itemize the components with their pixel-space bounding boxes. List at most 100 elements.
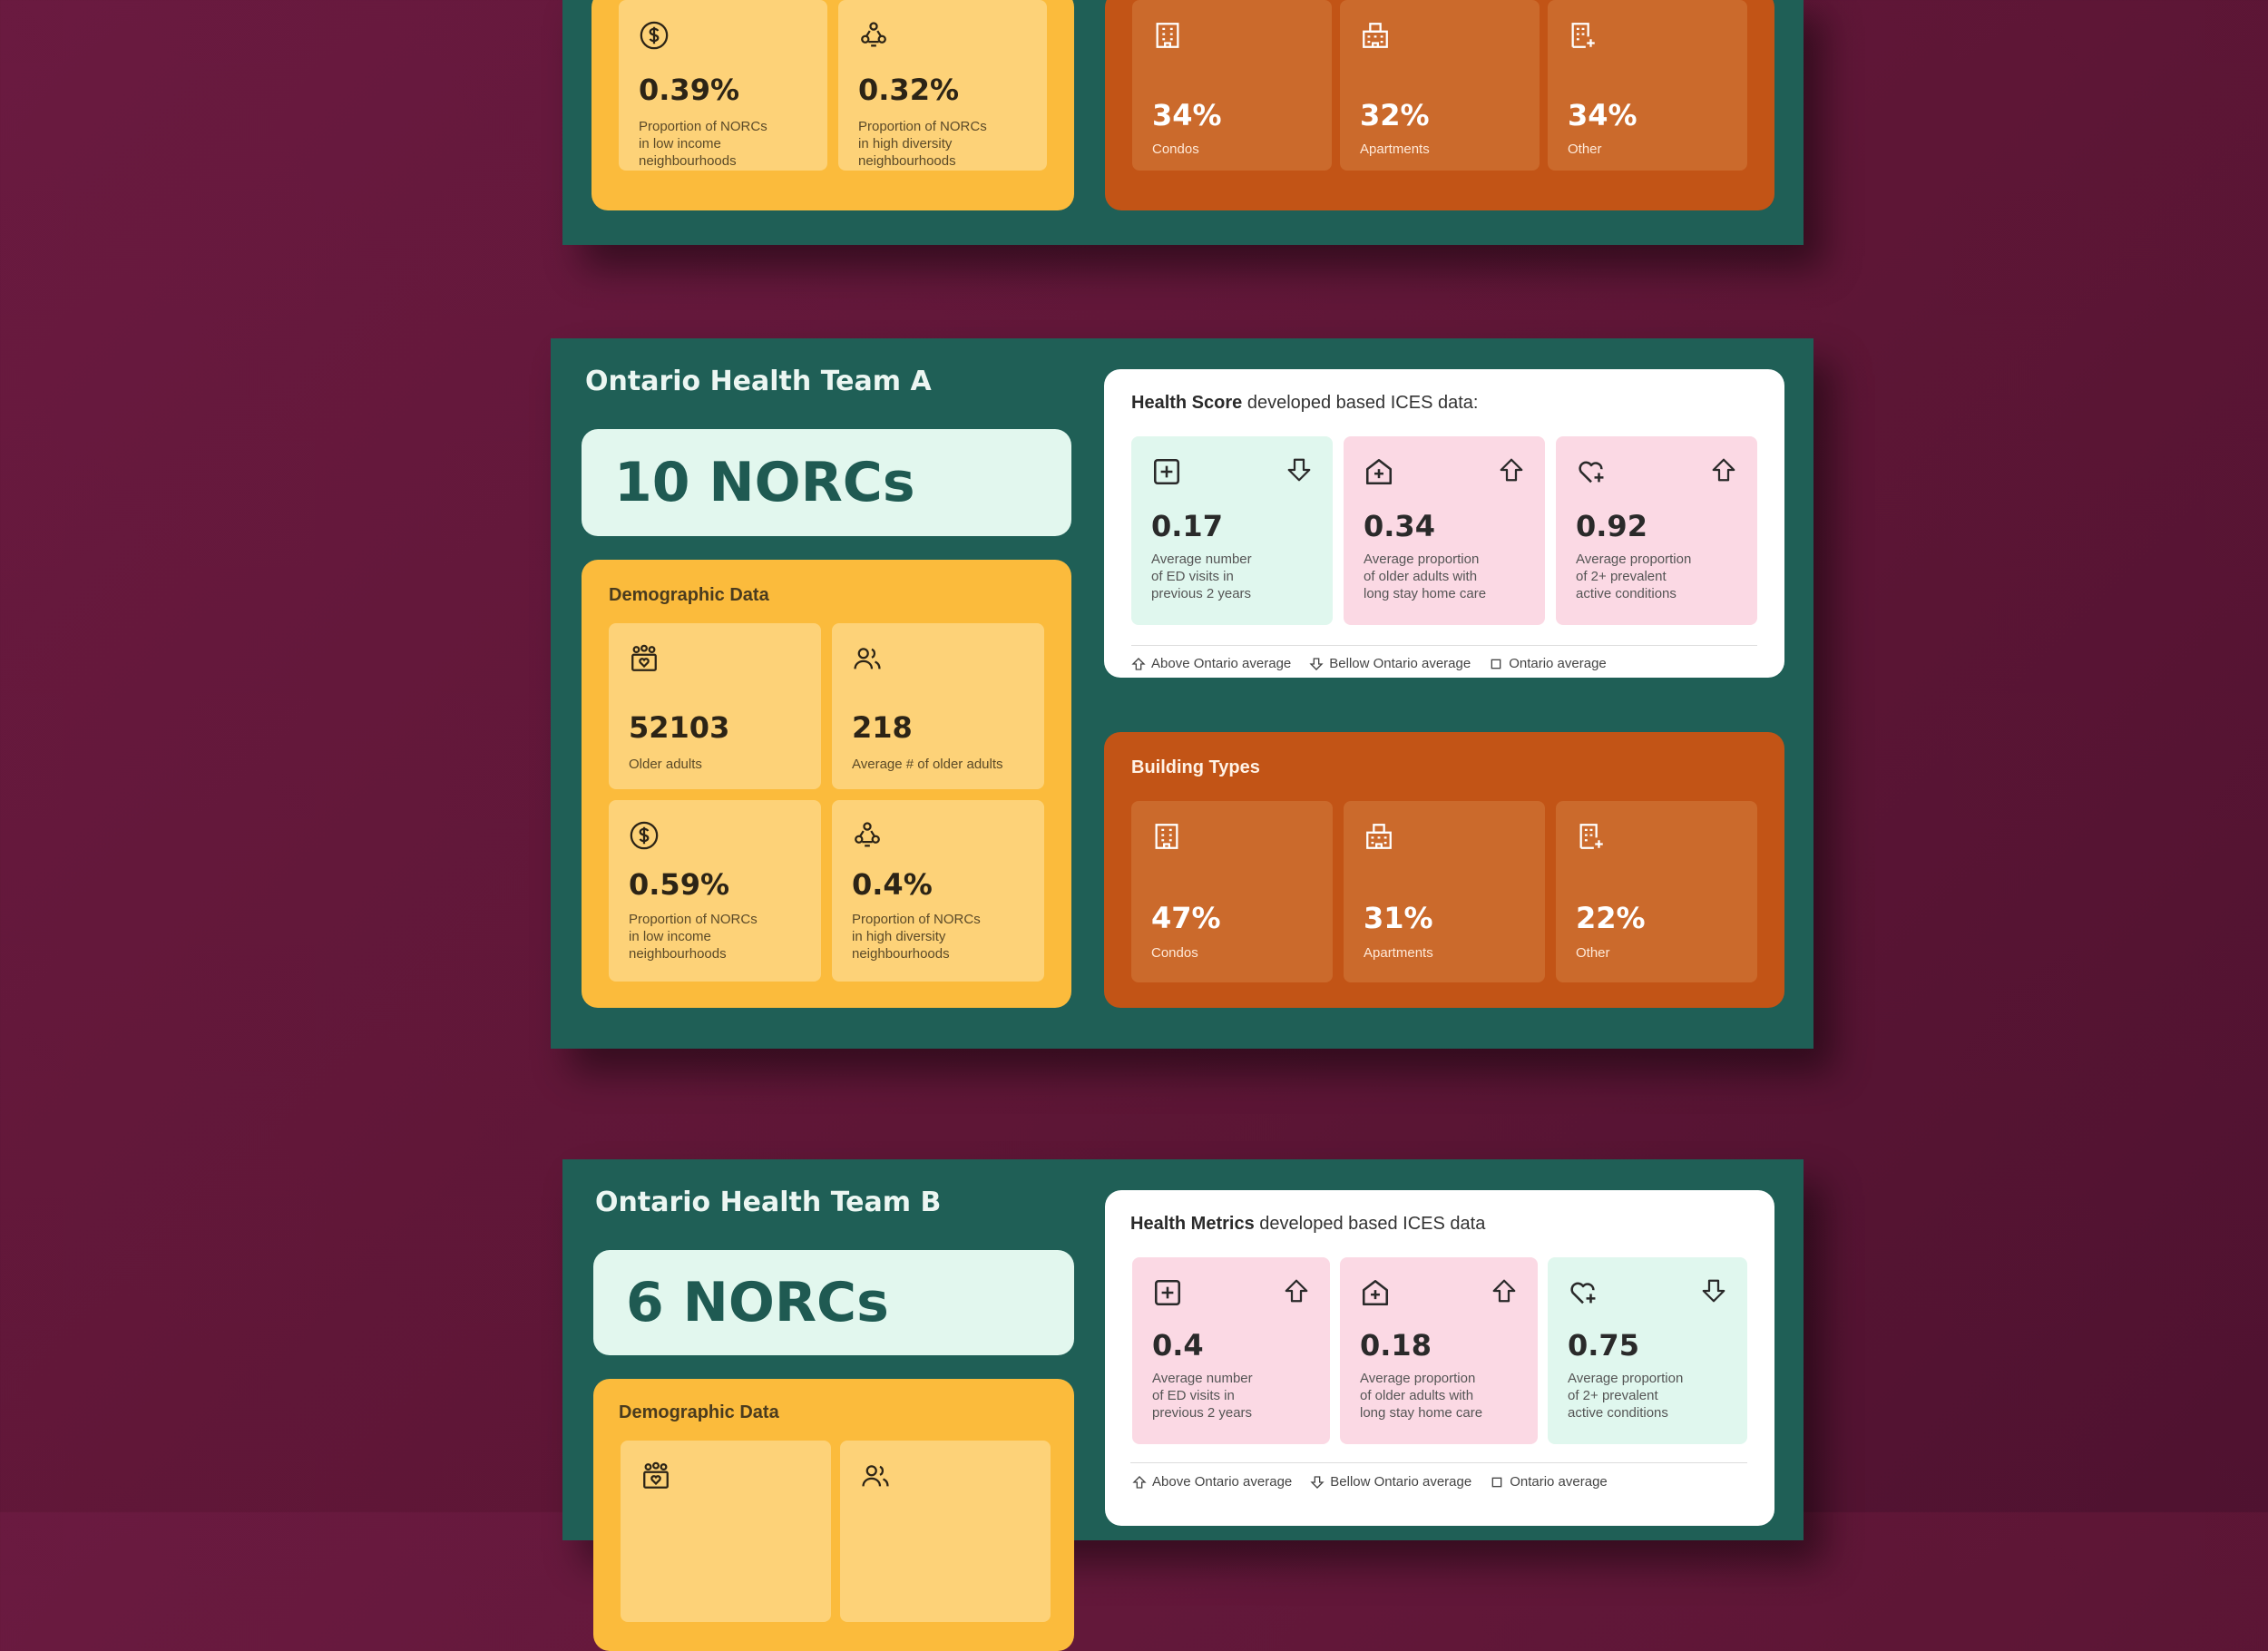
arrow-down-icon bbox=[1310, 1475, 1325, 1489]
panel-title-rest: developed based ICES data: bbox=[1242, 393, 1479, 413]
demographic-tile-average-older-adults bbox=[840, 1441, 1051, 1622]
legend-divider bbox=[1130, 1462, 1747, 1463]
arrow-up-icon bbox=[1131, 657, 1146, 670]
building-tile-condos: 47% Condos bbox=[1131, 801, 1333, 982]
health-tile-ed-visits: 0.4 Average number of ED visits in previ… bbox=[1132, 1257, 1330, 1444]
legend-average-label: Ontario average bbox=[1510, 1474, 1608, 1490]
tile-label: Proportion of NORCs in low income neighb… bbox=[629, 912, 758, 962]
panel-title: Demographic Data bbox=[609, 585, 769, 605]
health-metrics-panel: Health Metrics developed based ICES data… bbox=[1105, 1190, 1774, 1526]
tile-label: Proportion of NORCs in low income neighb… bbox=[639, 119, 767, 169]
building-tile-apartments: 31% Apartments bbox=[1344, 801, 1545, 982]
apartment-icon bbox=[1363, 23, 1388, 48]
panel-title: Demographic Data bbox=[619, 1402, 779, 1422]
dashboard-card-team-b: Ontario Health Team B 6 NORCs Demographi… bbox=[562, 1159, 1804, 1651]
arrow-up-icon bbox=[1132, 1475, 1147, 1489]
health-tile-home-care: 0.18 Average proportion of older adults … bbox=[1340, 1257, 1538, 1444]
tile-value: 0.17 bbox=[1151, 509, 1223, 543]
card-title: Ontario Health Team A bbox=[585, 366, 932, 397]
arrow-down-icon bbox=[1702, 1279, 1725, 1303]
demographic-panel: 0.39% Proportion of NORCs in low income … bbox=[591, 0, 1074, 210]
tile-label: Average number of ED visits in previous … bbox=[1151, 552, 1252, 601]
legend-average-label: Ontario average bbox=[1509, 656, 1607, 671]
dashboard-card-team-a: Ontario Health Team A 10 NORCs Demograph… bbox=[551, 338, 1813, 1049]
arrow-down-icon bbox=[1287, 458, 1311, 482]
demographic-tile-average-older-adults: 218 Average # of older adults bbox=[832, 623, 1044, 789]
tile-label: Average proportion of older adults with … bbox=[1364, 552, 1487, 601]
tile-value: 0.18 bbox=[1360, 1328, 1432, 1363]
tile-value: 0.4 bbox=[1152, 1328, 1204, 1363]
tile-label: Proportion of NORCs in high diversity ne… bbox=[858, 119, 987, 169]
legend-above: Above Ontario average bbox=[1132, 1474, 1292, 1490]
panel-title: Building Types bbox=[1131, 757, 1260, 777]
norcs-count: 6 NORCs bbox=[593, 1250, 1074, 1355]
tile-value: 34% bbox=[1568, 98, 1637, 132]
tile-label: Condos bbox=[1151, 945, 1198, 961]
arrow-up-icon bbox=[1712, 458, 1735, 482]
legend-average: Ontario average bbox=[1490, 1474, 1608, 1490]
tile-value: 52103 bbox=[629, 710, 730, 745]
health-tile-conditions: 0.75 Average proportion of 2+ prevalent … bbox=[1548, 1257, 1747, 1444]
demographic-tile-low-income: 0.39% Proportion of NORCs in low income … bbox=[619, 0, 827, 171]
tile-value: 0.34 bbox=[1364, 509, 1435, 543]
demographic-tile-older-adults: 52103 Older adults bbox=[609, 623, 821, 789]
tile-label: Average number of ED visits in previous … bbox=[1152, 1371, 1253, 1421]
tile-value: 32% bbox=[1360, 98, 1430, 132]
tile-label: Apartments bbox=[1360, 142, 1430, 157]
users-icon bbox=[854, 648, 881, 669]
tile-value: 31% bbox=[1364, 901, 1433, 935]
building-plus-icon bbox=[1579, 824, 1603, 849]
health-tile-ed-visits: 0.17 Average number of ED visits in prev… bbox=[1131, 436, 1333, 625]
diversity-icon bbox=[855, 822, 880, 847]
community-icon bbox=[643, 1461, 669, 1489]
norcs-count: 10 NORCs bbox=[582, 429, 1071, 536]
arrow-down-icon bbox=[1309, 657, 1324, 670]
tile-label: Average proportion of 2+ prevalent activ… bbox=[1576, 552, 1692, 601]
building-tile-apartments: 32% Apartments bbox=[1340, 0, 1540, 171]
tile-value: 218 bbox=[852, 710, 913, 745]
panel-title: Health Score developed based ICES data: bbox=[1131, 393, 1478, 414]
panel-title-bold: Health Metrics bbox=[1130, 1214, 1255, 1234]
building-tile-condos: 34% Condos bbox=[1132, 0, 1332, 171]
heart-plus-icon bbox=[1579, 461, 1604, 484]
legend-below-label: Bellow Ontario average bbox=[1330, 1474, 1472, 1490]
panel-title-bold: Health Score bbox=[1131, 393, 1243, 413]
demographic-tile-high-diversity: 0.4% Proportion of NORCs in high diversi… bbox=[832, 800, 1044, 982]
demographic-tile-older-adults bbox=[621, 1441, 831, 1622]
dollar-icon bbox=[640, 21, 669, 50]
tile-label: Older adults bbox=[629, 757, 702, 772]
arrow-up-icon bbox=[1492, 1279, 1516, 1303]
tile-label: Average proportion of 2+ prevalent activ… bbox=[1568, 1371, 1684, 1421]
arrow-up-icon bbox=[1285, 1279, 1308, 1303]
tile-label: Apartments bbox=[1364, 945, 1433, 961]
tile-value: 0.75 bbox=[1568, 1328, 1639, 1363]
tile-value: 0.92 bbox=[1576, 509, 1647, 543]
square-icon bbox=[1491, 1477, 1502, 1487]
tile-value: 22% bbox=[1576, 901, 1646, 935]
building-types-panel: Building Types 47% Condos 31% Apartments… bbox=[1104, 732, 1784, 1008]
tile-value: 0.39% bbox=[639, 73, 740, 107]
building-plus-icon bbox=[1571, 23, 1595, 48]
diversity-icon bbox=[861, 22, 886, 47]
legend-above-label: Above Ontario average bbox=[1152, 1474, 1293, 1490]
demographic-panel: Demographic Data bbox=[593, 1379, 1074, 1651]
health-tile-conditions: 0.92 Average proportion of 2+ prevalent … bbox=[1556, 436, 1757, 625]
tile-value: 0.59% bbox=[629, 867, 730, 902]
legend-above-label: Above Ontario average bbox=[1151, 656, 1292, 671]
legend: Above Ontario average Bellow Ontario ave… bbox=[1132, 1474, 1620, 1490]
health-score-panel: Health Score developed based ICES data: … bbox=[1104, 369, 1784, 678]
users-icon bbox=[862, 1465, 889, 1487]
legend-below: Bellow Ontario average bbox=[1309, 656, 1471, 671]
legend-average: Ontario average bbox=[1489, 656, 1607, 671]
dollar-icon bbox=[630, 821, 659, 850]
tile-label: Average proportion of older adults with … bbox=[1360, 1371, 1483, 1421]
tile-value: 34% bbox=[1152, 98, 1222, 132]
home-care-icon bbox=[1365, 458, 1393, 485]
demographic-tile-low-income: 0.59% Proportion of NORCs in low income … bbox=[609, 800, 821, 982]
tile-value: 47% bbox=[1151, 901, 1221, 935]
home-care-icon bbox=[1362, 1279, 1389, 1306]
legend: Above Ontario average Bellow Ontario ave… bbox=[1131, 656, 1619, 671]
medical-plus-icon bbox=[1154, 1279, 1181, 1306]
arrow-up-icon bbox=[1500, 458, 1523, 482]
tile-label: Average # of older adults bbox=[852, 757, 1003, 772]
